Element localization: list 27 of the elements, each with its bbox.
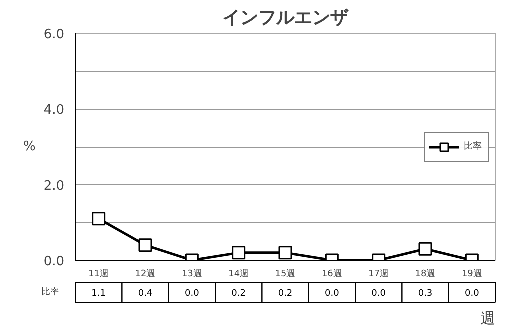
x-tick-label: 16週 [322, 268, 342, 280]
y-axis-title: % [23, 140, 36, 154]
x-tick-label: 17週 [368, 268, 390, 280]
text: 比率 [42, 288, 60, 298]
text: 0.0 [465, 289, 480, 299]
text: 0.0 [372, 289, 386, 299]
x-tick-label: 18週 [415, 268, 436, 280]
x-tick-label: 12週 [135, 268, 156, 280]
x-tick-label: 15週 [275, 268, 296, 280]
y-tick-label: 4.0 [44, 103, 65, 118]
text: 0.2 [278, 289, 293, 299]
text: 0.0 [185, 289, 200, 299]
y-tick-label: 0.0 [44, 254, 65, 270]
text: 1.1 [92, 289, 106, 299]
x-tick-label: 13週 [182, 268, 202, 280]
y-tick-label: 6.0 [44, 28, 65, 42]
y-tick-label: 2.0 [44, 178, 65, 194]
chart-title: インフルエンザ [222, 8, 350, 28]
x-tick-label: 11週 [88, 268, 110, 280]
x-axis-title: 週 [480, 310, 496, 328]
legend-label: 比率 [464, 140, 483, 153]
text: 0.2 [232, 289, 246, 299]
x-tick-label: 14週 [228, 268, 250, 280]
text: 0.3 [418, 289, 433, 299]
text: 0.0 [325, 289, 340, 299]
x-tick-label: 19週 [462, 268, 482, 280]
text: 0.4 [138, 289, 153, 299]
